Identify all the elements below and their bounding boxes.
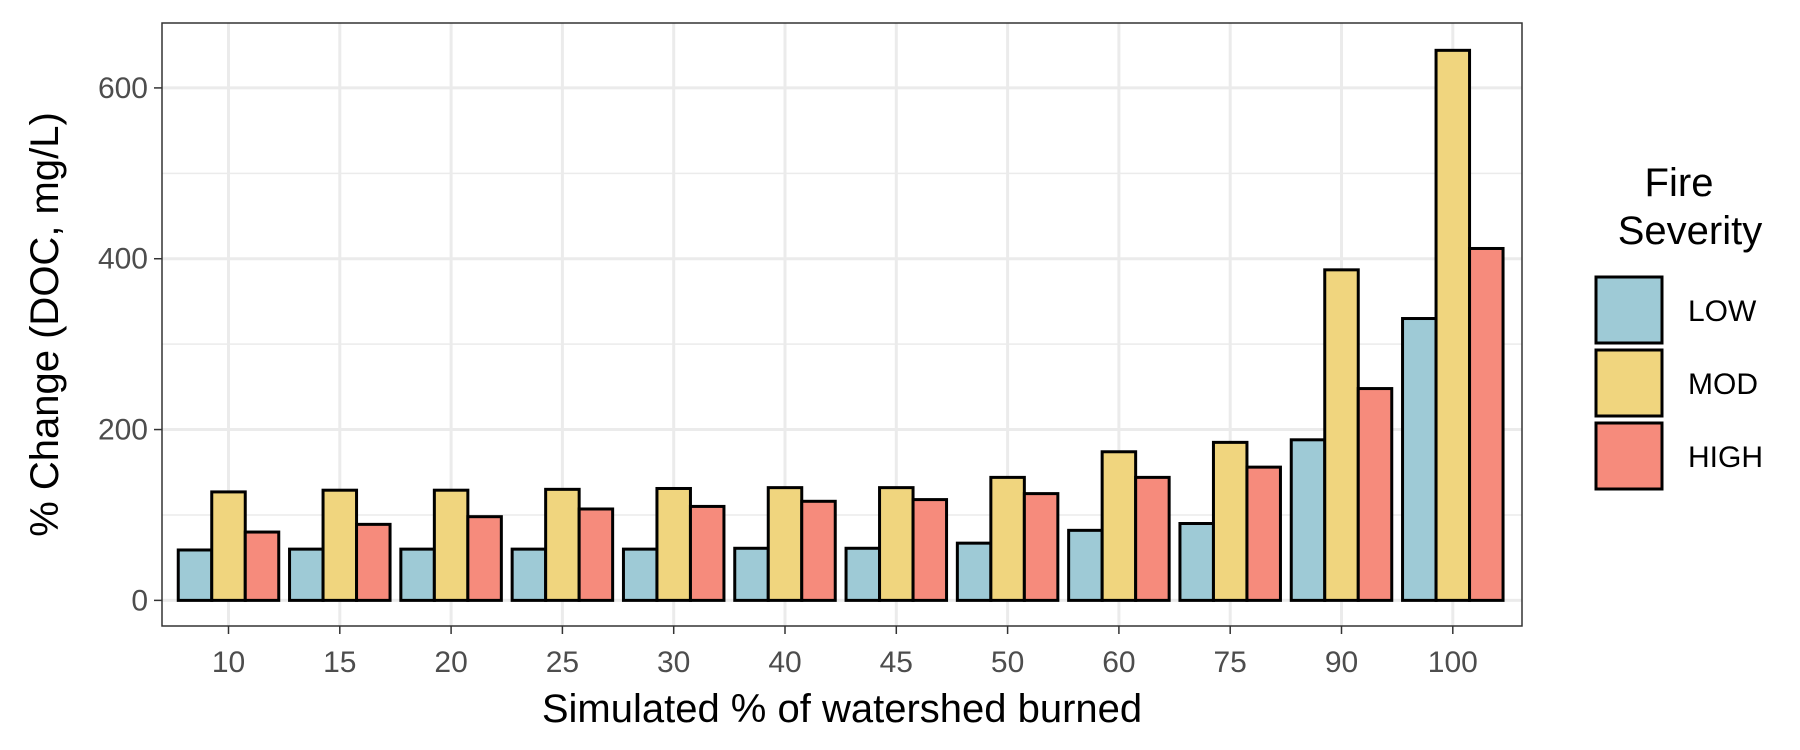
bars bbox=[176, 48, 1505, 602]
bar-mod-60 bbox=[1100, 450, 1138, 602]
bar-low-20 bbox=[399, 547, 436, 602]
bar-high-15 bbox=[355, 522, 392, 602]
bar-low-30 bbox=[621, 547, 659, 602]
bar-low-25 bbox=[510, 547, 548, 602]
legend-swatch-high bbox=[1594, 421, 1664, 491]
bar-mod-30 bbox=[655, 486, 692, 602]
bar-high-90 bbox=[1356, 387, 1394, 602]
y-axis-title: % Change (DOC, mg/L) bbox=[23, 112, 67, 537]
y-tick-label: 400 bbox=[98, 243, 148, 276]
legend-label-mod: MOD bbox=[1688, 368, 1758, 401]
bar-mod-90 bbox=[1323, 268, 1360, 602]
x-axis: 10 15 20 25 30 40 45 50 60 75 90 100 bbox=[212, 626, 1478, 679]
bar-high-75 bbox=[1245, 465, 1282, 602]
y-tick-label: 200 bbox=[98, 414, 148, 447]
bar-low-10 bbox=[176, 548, 214, 602]
x-tick-label: 30 bbox=[657, 646, 690, 679]
bar-mod-100 bbox=[1434, 48, 1472, 602]
legend-title-line2: Severity bbox=[1618, 209, 1763, 253]
bar-high-45 bbox=[911, 498, 949, 602]
x-tick-label: 75 bbox=[1214, 646, 1247, 679]
bar-mod-50 bbox=[989, 475, 1026, 602]
legend-items: LOW MOD HIGH bbox=[1594, 275, 1763, 491]
plot-panel-border bbox=[161, 22, 1523, 627]
bar-mod-15 bbox=[321, 488, 359, 602]
legend-label-low: LOW bbox=[1688, 295, 1757, 328]
bar-mod-45 bbox=[878, 486, 915, 602]
x-tick-label: 40 bbox=[768, 646, 801, 679]
x-tick-label: 45 bbox=[880, 646, 913, 679]
bar-low-15 bbox=[288, 547, 325, 602]
bar-low-50 bbox=[955, 541, 993, 602]
x-tick-label: 15 bbox=[323, 646, 356, 679]
bar-mod-20 bbox=[432, 488, 470, 602]
bar-high-30 bbox=[688, 504, 726, 602]
legend-label-high: HIGH bbox=[1688, 441, 1763, 474]
legend-swatch-low bbox=[1594, 275, 1664, 345]
y-axis: 0 200 400 600 bbox=[98, 72, 162, 617]
bar-high-40 bbox=[800, 499, 837, 602]
bar-high-100 bbox=[1468, 246, 1505, 602]
legend: Fire Severity LOW MOD HIGH bbox=[1594, 161, 1763, 491]
bar-low-45 bbox=[844, 546, 882, 602]
bar-high-60 bbox=[1134, 475, 1171, 602]
x-tick-label: 50 bbox=[991, 646, 1024, 679]
bar-mod-25 bbox=[544, 487, 581, 602]
bar-high-50 bbox=[1022, 492, 1060, 602]
x-tick-label: 100 bbox=[1428, 646, 1478, 679]
x-tick-label: 10 bbox=[212, 646, 245, 679]
legend-title-line1: Fire bbox=[1645, 161, 1714, 205]
x-axis-title: Simulated % of watershed burned bbox=[542, 687, 1142, 731]
bar-low-40 bbox=[733, 546, 770, 602]
bar-low-75 bbox=[1178, 522, 1215, 602]
bar-low-60 bbox=[1067, 528, 1104, 602]
bar-low-90 bbox=[1289, 438, 1327, 602]
bar-high-10 bbox=[243, 530, 281, 602]
x-tick-label: 60 bbox=[1102, 646, 1135, 679]
bar-high-25 bbox=[577, 507, 615, 602]
bar-high-20 bbox=[466, 515, 503, 602]
bar-mod-40 bbox=[766, 486, 804, 602]
y-tick-label: 0 bbox=[131, 584, 148, 617]
legend-swatch-mod bbox=[1594, 348, 1664, 418]
x-tick-label: 20 bbox=[434, 646, 467, 679]
x-tick-label: 25 bbox=[546, 646, 579, 679]
bar-mod-75 bbox=[1211, 440, 1249, 602]
x-tick-label: 90 bbox=[1325, 646, 1358, 679]
bar-low-100 bbox=[1401, 317, 1438, 602]
bar-mod-10 bbox=[210, 490, 247, 602]
y-tick-label: 600 bbox=[98, 72, 148, 105]
